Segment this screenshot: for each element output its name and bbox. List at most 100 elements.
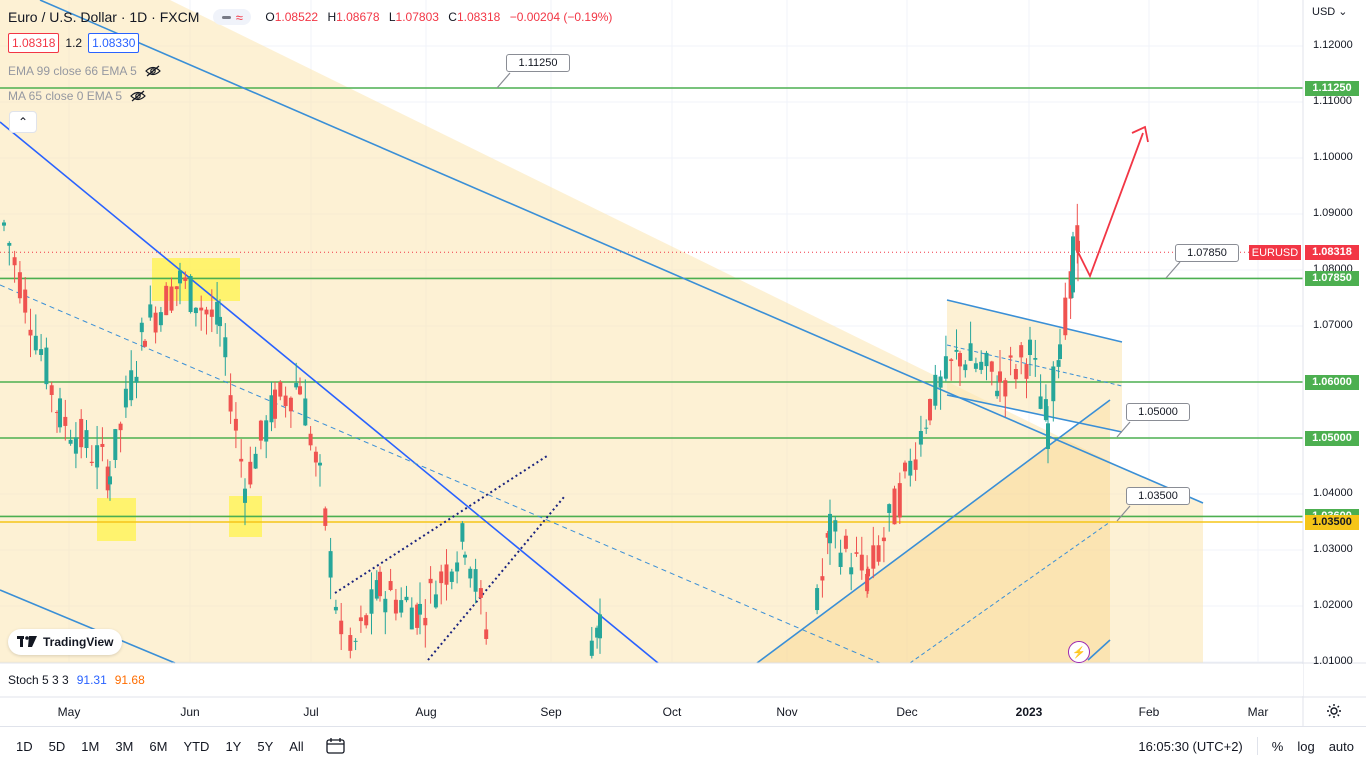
range-button-1m[interactable]: 1M [81,738,100,754]
candle-body [294,383,299,388]
currency-selector[interactable]: USD ⌄ [1312,5,1348,18]
candle-body [958,353,962,367]
time-axis-label: Oct [662,705,682,719]
candle-body [269,395,274,423]
chart-mode-toggle[interactable]: ≈ [213,9,252,25]
candle-body [423,617,428,626]
candle-body [148,304,153,318]
candle-body [995,390,1000,397]
candle-body [865,573,870,592]
descending-trend-line [0,589,176,664]
candle-body [118,423,123,431]
gear-icon[interactable] [1326,703,1342,719]
forecast-arrow-head [1131,125,1149,143]
candle-body [409,607,414,630]
candle-body [825,533,830,538]
pennant-lower-line [946,394,1123,433]
time-axis-label: Jun [180,705,200,719]
candle-body [228,395,233,412]
stoch-k-value: 91.31 [76,673,107,687]
price-callout[interactable]: 1.03500 [1126,487,1190,505]
price-callout[interactable]: 1.05000 [1126,403,1190,421]
hidden-eye-icon[interactable] [144,65,161,77]
candle-body [63,416,68,426]
candle-body [1003,380,1008,397]
candle-body [918,430,923,445]
percent-scale-toggle[interactable]: % [1271,738,1284,754]
auto-scale-toggle[interactable]: auto [1328,738,1354,754]
ema-indicator-legend[interactable]: EMA 99 close 66 EMA 5 [8,64,161,78]
range-button-5d[interactable]: 5D [48,738,66,754]
symbol-title[interactable]: Euro / U.S. Dollar · 1D · FXCM [8,9,200,25]
candle-body [876,545,881,562]
callout-connector [1165,261,1181,279]
candle-body [188,275,193,313]
dotted-channel-line [427,496,565,661]
highlight-box [97,498,136,541]
candle-body [943,356,948,379]
events-lightning-icon[interactable]: ⚡ [1068,641,1090,663]
candle-body [1063,297,1068,336]
candle-body [218,316,222,327]
candle-body [84,430,89,449]
collapse-legend-button[interactable]: ⌃ [9,111,37,133]
timezone-clock[interactable]: 16:05:30 (UTC+2) [1138,738,1243,754]
currency-label: USD [1312,6,1336,18]
consolidation-zone [947,300,1122,432]
candle-body [169,286,174,311]
stoch-pane [0,664,1303,696]
sell-price-button[interactable]: 1.08318 [8,33,60,53]
ohlc-high-key: H [327,10,337,24]
candle-body [49,385,54,395]
candle-body [1013,368,1018,380]
range-button-all[interactable]: All [289,738,304,754]
candle-body [433,594,438,608]
candle-body [58,398,62,428]
candle-body [843,535,848,549]
candle-body [924,427,929,429]
candle-body [178,270,182,284]
range-button-6m[interactable]: 6M [149,738,168,754]
price-callout[interactable]: 1.07850 [1175,244,1239,262]
price-axis-tag: 1.11250 [1305,80,1359,96]
range-button-5y[interactable]: 5Y [257,738,274,754]
candle-body [288,397,293,412]
range-button-3m[interactable]: 3M [115,738,134,754]
wave-icon: ≈ [235,9,243,25]
log-scale-toggle[interactable]: log [1297,738,1315,754]
candle-body [199,307,204,311]
price-axis-label: 1.10000 [1313,151,1353,163]
candle-body [954,349,959,352]
ma-indicator-legend[interactable]: MA 65 close 0 EMA 5 [8,89,146,103]
hidden-eye-icon[interactable] [130,90,146,102]
range-button-1y[interactable]: 1Y [225,738,242,754]
ohlc-change: −0.00204 (−0.19%) [509,10,613,24]
candle-body [984,352,989,367]
candle-body [44,347,49,385]
range-button-ytd[interactable]: YTD [183,738,210,754]
calendar-icon[interactable] [326,738,346,754]
stoch-legend[interactable]: Stoch 5 3 3 91.31 91.68 [8,673,145,687]
candle-body [973,363,978,369]
buy-price-button[interactable]: 1.08330 [88,33,140,53]
callout-connector [496,72,511,89]
ohlc-low: 1.07803 [395,10,439,24]
price-axis-label: 1.04000 [1313,487,1353,499]
range-button-1d[interactable]: 1D [16,738,33,754]
candle-body [589,640,594,656]
candle-body [374,580,379,599]
candle-body [108,476,112,485]
ma-indicator-label: MA 65 close 0 EMA 5 [8,89,123,103]
tradingview-logo[interactable]: TradingView [8,629,123,655]
bottom-toolbar: 1D 5D 1M 3M 6M YTD 1Y 5Y All 16:05:30 (UTC+2) % … [0,726,1366,765]
candle-body [404,596,409,601]
price-callout[interactable]: 1.11250 [506,54,570,72]
candle-body [303,398,308,426]
dotted-channel-line [334,455,548,594]
price-axis-label: 1.03000 [1313,543,1353,555]
ohlc-close: 1.08318 [456,10,501,24]
ohlc-open: 1.08522 [274,10,319,24]
pennant-upper-line [946,299,1123,343]
candle-body [33,335,38,351]
